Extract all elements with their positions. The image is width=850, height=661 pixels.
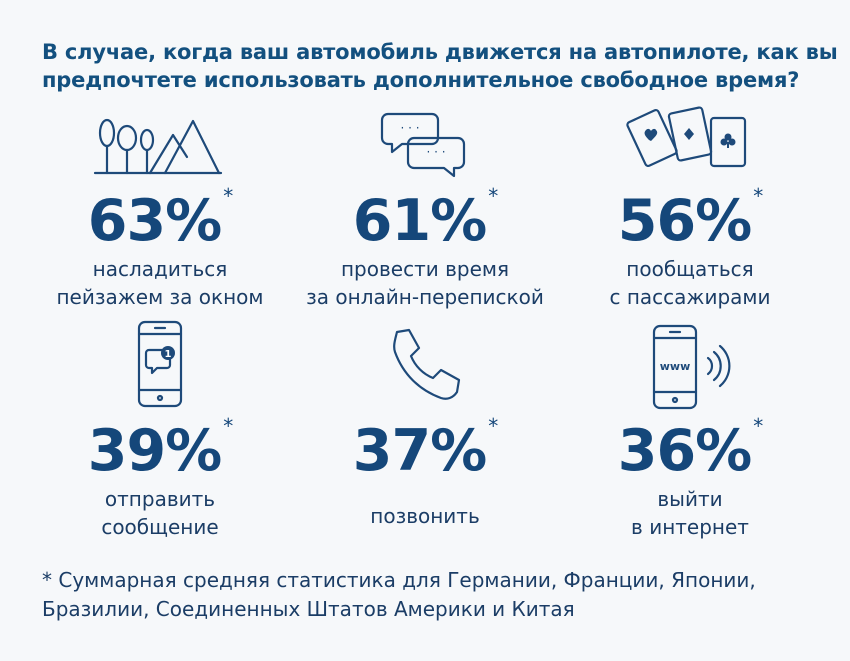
percent-value: 63% * (20, 184, 300, 254)
www-label: www (660, 360, 691, 373)
chat-dots-1: · · · (400, 121, 419, 135)
footnote-asterisk: * (488, 414, 498, 438)
desc-line-1: насладиться (92, 257, 228, 281)
desc-line-2: с пассажирами (609, 285, 771, 309)
question-title: В случае, когда ваш автомобиль движется … (42, 38, 838, 94)
stat-card-message: 1 39% * отправить сообщение (20, 320, 300, 550)
desc-line-1: провести время (340, 257, 509, 281)
footnote-asterisk: * (223, 414, 233, 438)
footnote: * Суммарная средняя статистика для Герма… (42, 566, 832, 624)
footnote-asterisk: * (753, 414, 763, 438)
desc-line-1: отправить (104, 487, 216, 511)
desc-line-2: сообщение (101, 515, 219, 539)
percent-value: 61% * (285, 184, 565, 254)
smartphone-www-icon: www (652, 324, 731, 410)
footnote-asterisk: * (223, 184, 233, 208)
chat-bubbles-icon: · · · · · · (380, 112, 466, 178)
percent-value: 36% * (550, 414, 830, 484)
percent-value: 39% * (20, 414, 300, 484)
desc-line-2: за онлайн-перепиской (306, 285, 544, 309)
desc-line-1: пообщаться (626, 257, 754, 281)
percent-value: 37% * (285, 414, 565, 484)
percent-value: 56% * (550, 184, 830, 254)
percent-number: 61% (352, 188, 487, 254)
playing-cards-icon (626, 106, 747, 168)
percent-number: 39% (87, 418, 222, 484)
percent-number: 36% (617, 418, 752, 484)
stat-description: насладиться пейзажем за окном (20, 255, 300, 311)
landscape-icon (93, 118, 223, 175)
desc-line-2: в интернет (631, 515, 749, 539)
stat-card-internet: www 36% * выйти в интернет (550, 320, 830, 550)
stat-description: выйти в интернет (550, 485, 830, 541)
percent-number: 63% (87, 188, 222, 254)
stat-card-passengers: 56% * пообщаться с пассажирами (550, 106, 830, 320)
stat-card-chat: · · · · · · 61% * провести время за онлай… (285, 110, 565, 320)
percent-number: 37% (352, 418, 487, 484)
stat-card-landscape: 63% * насладиться пейзажем за окном (20, 110, 300, 320)
footnote-line-2: Бразилии, Соединенных Штатов Америки и К… (42, 597, 575, 621)
desc-line-2: пейзажем за окном (56, 285, 264, 309)
smartphone-message-icon: 1 (137, 320, 183, 408)
footnote-asterisk: * (488, 184, 498, 208)
stat-description: провести время за онлайн-перепиской (285, 255, 565, 311)
footnote-line-1: * Суммарная средняя статистика для Герма… (42, 568, 756, 592)
title-line-2: предпочтете использовать дополнительное … (42, 68, 800, 92)
desc-line-1: выйти (657, 487, 723, 511)
desc-line-1: позвонить (370, 504, 480, 528)
percent-number: 56% (617, 188, 752, 254)
chat-dots-2: · · · (426, 145, 445, 159)
message-badge-count: 1 (165, 349, 172, 360)
title-line-1: В случае, когда ваш автомобиль движется … (42, 40, 838, 64)
stat-card-call: 37% * позвонить (285, 320, 565, 550)
stat-description: позвонить (285, 502, 565, 530)
footnote-asterisk: * (753, 184, 763, 208)
stat-description: отправить сообщение (20, 485, 300, 541)
phone-handset-icon (393, 328, 461, 400)
stat-description: пообщаться с пассажирами (550, 255, 830, 311)
